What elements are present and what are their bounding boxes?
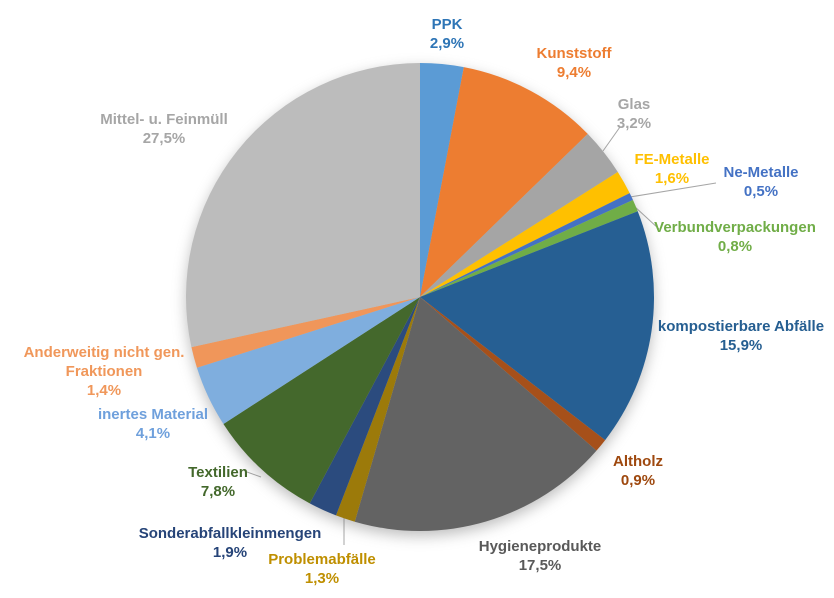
slice-pct-verbundverpackungen: 0,8% [718,238,752,255]
slice-name-altholz: Altholz [613,453,663,470]
slice-name-anderweitig-line2: Fraktionen [66,363,143,380]
slice-label-sonderabfallkleinmengen: Sonderabfallkleinmengen 1,9% [139,525,322,561]
slice-label-kompostierbare-abfaelle: kompostierbare Abfälle 15,9% [658,318,824,354]
pie-slice-inertes-material[interactable] [196,297,420,424]
slice-label-kunststoff: Kunststoff 9,4% [537,45,613,81]
pie-slice-hygieneprodukte[interactable] [354,297,597,532]
slice-name-kunststoff: Kunststoff [537,45,613,62]
slice-name-ne-metalle: Ne-Metalle [723,164,798,181]
pie-slice-ppk[interactable] [420,63,464,297]
slice-name-problemabfaelle: Problemabfälle [268,551,376,568]
slice-label-hygieneprodukte: Hygieneprodukte 17,5% [479,538,602,574]
slice-pct-ppk: 2,9% [430,35,464,52]
leader-lines [246,126,717,545]
slice-labels: PPK 2,9% Kunststoff 9,4% Glas 3,2% FE-Metalle 1… [24,16,825,587]
slice-name-glas: Glas [618,96,651,113]
pie-slice-sonderabfallkleinmengen[interactable] [309,297,420,516]
slice-name-sonderabfallkleinmengen: Sonderabfallkleinmengen [139,525,322,542]
slice-label-glas: Glas 3,2% [617,96,651,132]
slice-pct-ne-metalle: 0,5% [744,183,778,200]
slice-label-mittel-feinmuell: Mittel- u. Feinmüll 27,5% [100,111,228,147]
slice-label-anderweitig: Anderweitig nicht gen. Fraktionen 1,4% [24,344,185,399]
slice-label-ppk: PPK 2,9% [430,16,464,52]
pie-slice-glas[interactable] [420,133,618,297]
slice-name-ppk: PPK [432,16,463,33]
slice-pct-mittel-feinmuell: 27,5% [143,130,186,147]
leader-line-ne-metalle [629,182,717,198]
slice-name-textilien: Textilien [188,464,248,481]
slice-name-verbundverpackungen: Verbundverpackungen [654,219,816,236]
pie-slice-kompostierbare-abfaelle[interactable] [420,211,655,441]
slice-pct-sonderabfallkleinmengen: 1,9% [213,544,247,561]
slice-pct-anderweitig: 1,4% [87,382,121,399]
pie-slice-altholz[interactable] [420,297,606,451]
slice-label-inertes-material: inertes Material 4,1% [98,406,208,442]
pie-slice-verbundverpackungen[interactable] [420,200,638,297]
pie-slice-kunststoff[interactable] [420,67,588,297]
pie-slice-problemabfaelle[interactable] [336,297,420,522]
slice-pct-kompostierbare-abfaelle: 15,9% [720,337,763,354]
slice-pct-problemabfaelle: 1,3% [305,570,339,587]
slice-pct-kunststoff: 9,4% [557,64,591,81]
pie-slice-ne-metalle[interactable] [420,193,633,297]
slice-label-ne-metalle: Ne-Metalle 0,5% [723,164,798,200]
slice-pct-inertes-material: 4,1% [136,425,170,442]
slice-label-fe-metalle: FE-Metalle 1,6% [634,151,709,187]
slice-pct-glas: 3,2% [617,115,651,132]
pie-slice-mittel-feinmuell[interactable] [186,63,420,348]
slice-pct-hygieneprodukte: 17,5% [519,557,562,574]
leader-line-verbundverpackungen [633,205,660,230]
slice-name-kompostierbare-abfaelle: kompostierbare Abfälle [658,318,824,335]
pie-slice-textilien[interactable] [223,297,420,504]
slice-label-textilien: Textilien 7,8% [188,464,248,500]
slice-label-altholz: Altholz 0,9% [613,453,663,489]
slice-name-hygieneprodukte: Hygieneprodukte [479,538,602,555]
slice-name-fe-metalle: FE-Metalle [634,151,709,168]
pie-slices [186,63,655,532]
pie-slice-anderweitig[interactable] [191,297,420,368]
slice-name-mittel-feinmuell: Mittel- u. Feinmüll [100,111,228,128]
pie-slice-fe-metalle[interactable] [420,171,630,297]
slice-label-verbundverpackungen: Verbundverpackungen 0,8% [654,219,816,255]
slice-name-inertes-material: inertes Material [98,406,208,423]
slice-pct-textilien: 7,8% [201,483,235,500]
slice-pct-altholz: 0,9% [621,472,655,489]
slice-name-anderweitig-line1: Anderweitig nicht gen. [24,344,185,361]
slice-pct-fe-metalle: 1,6% [655,170,689,187]
leader-line-glas [602,126,621,152]
leader-line-textilien [246,471,262,478]
slice-label-problemabfaelle: Problemabfälle 1,3% [268,551,376,587]
